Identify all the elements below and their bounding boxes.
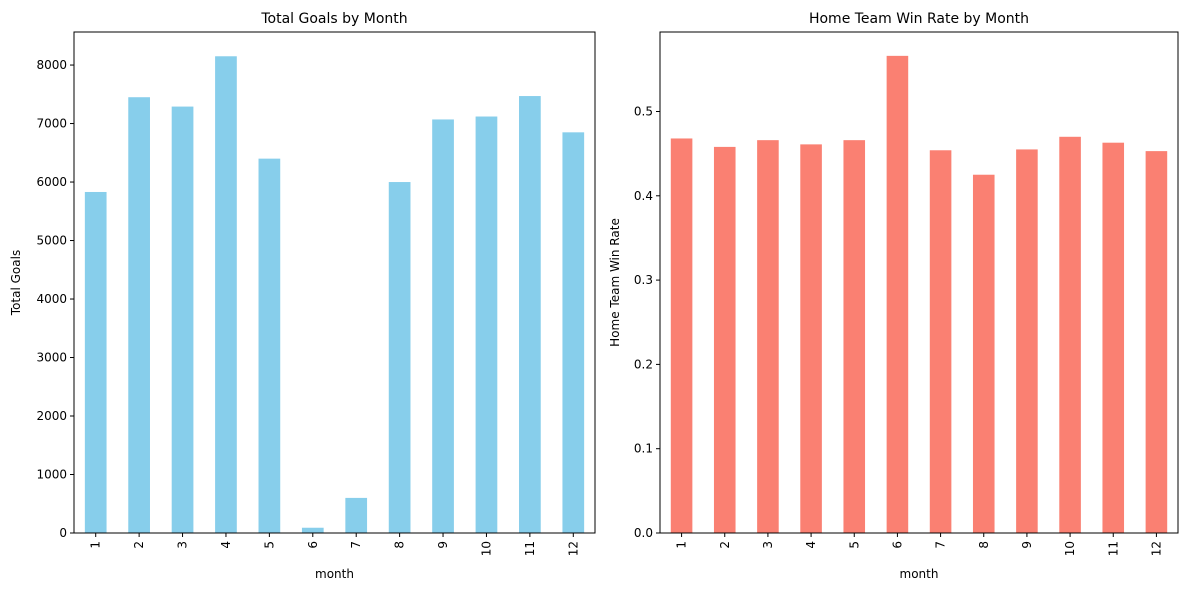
bar-month-5 [843, 140, 866, 533]
x-tick-label: 5 [262, 541, 276, 549]
x-tick-label: 3 [176, 541, 190, 549]
bar-month-10 [475, 116, 498, 534]
bar-month-4 [800, 144, 822, 533]
y-tick-label: 5000 [36, 234, 67, 248]
y-tick-label: 0.5 [634, 104, 653, 118]
y-tick-label: 4000 [36, 292, 67, 306]
bar-month-9 [1016, 149, 1038, 533]
bar-month-11 [1102, 142, 1125, 533]
bar-month-7 [929, 150, 952, 533]
bar-month-10 [1059, 136, 1081, 534]
x-tick-label: 7 [349, 541, 363, 549]
x-tick-label: 8 [393, 541, 407, 549]
bar-month-8 [972, 174, 995, 533]
axes-frame [73, 31, 596, 534]
y-tick-label: 7000 [36, 117, 67, 131]
x-tick-label: 10 [479, 541, 493, 556]
x-tick-label: 1 [675, 541, 689, 549]
y-tick-label: 0.4 [634, 189, 653, 203]
x-tick-label: 7 [934, 541, 948, 549]
x-tick-label: 2 [132, 541, 146, 549]
bar-month-2 [128, 97, 150, 533]
x-axis-label: month [900, 567, 939, 581]
bar-month-1 [670, 138, 693, 533]
bar-month-12 [562, 132, 585, 533]
y-tick-label: 0.0 [634, 526, 653, 540]
y-axis-label: Home Team Win Rate [608, 218, 622, 347]
x-tick-label: 1 [89, 541, 103, 549]
bar-month-4 [215, 56, 237, 534]
y-axis-label: Total Goals [9, 250, 23, 316]
x-tick-label: 9 [1020, 541, 1034, 549]
bar-month-11 [519, 96, 541, 534]
bar-month-7 [345, 497, 368, 533]
x-axis-label: month [315, 567, 354, 581]
x-tick-label: 11 [523, 541, 537, 556]
y-tick-label: 0.2 [634, 357, 653, 371]
x-tick-label: 4 [219, 541, 233, 549]
bar-month-1 [84, 191, 107, 534]
bar-month-8 [388, 182, 411, 534]
x-tick-label: 12 [1149, 541, 1163, 556]
x-tick-label: 12 [566, 541, 580, 556]
bar-month-2 [713, 146, 736, 533]
axes-frame [659, 31, 1179, 534]
bar-month-3 [171, 106, 194, 533]
x-tick-label: 10 [1063, 541, 1077, 556]
bar-month-6 [886, 55, 909, 534]
chart-title: Total Goals by Month [260, 11, 407, 27]
y-tick-label: 0.3 [634, 273, 653, 287]
y-tick-label: 6000 [36, 175, 67, 189]
x-tick-label: 4 [804, 541, 818, 549]
x-tick-label: 2 [718, 541, 732, 549]
x-tick-label: 8 [977, 541, 991, 549]
y-tick-label: 1000 [36, 468, 67, 482]
y-tick-label: 8000 [36, 58, 67, 72]
bar-month-12 [1145, 151, 1168, 533]
bar-month-5 [258, 158, 281, 533]
x-tick-label: 6 [306, 541, 320, 549]
bar-month-3 [757, 140, 779, 533]
x-tick-label: 9 [436, 541, 450, 549]
y-tick-label: 0.1 [634, 442, 653, 456]
y-tick-label: 2000 [36, 409, 67, 423]
x-tick-label: 3 [761, 541, 775, 549]
x-tick-label: 5 [847, 541, 861, 549]
y-tick-label: 0 [59, 526, 67, 540]
bar-month-9 [432, 119, 454, 533]
y-tick-label: 3000 [36, 351, 67, 365]
bar-month-6 [301, 527, 324, 533]
x-tick-label: 6 [890, 541, 904, 549]
x-tick-label: 11 [1106, 541, 1120, 556]
chart-title: Home Team Win Rate by Month [809, 11, 1029, 27]
